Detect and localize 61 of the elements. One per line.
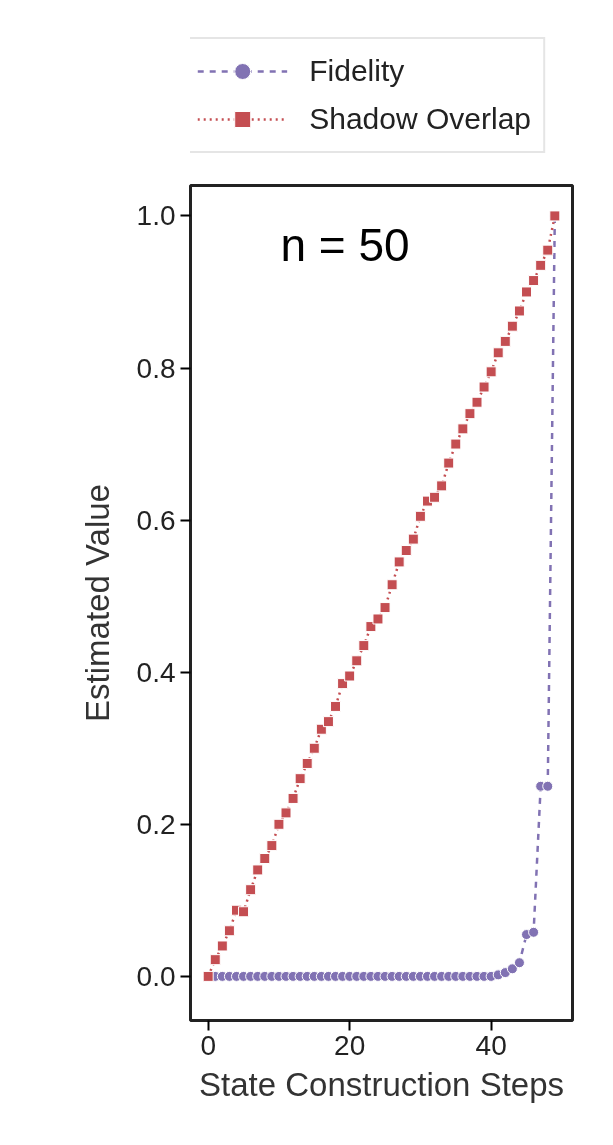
y-tick-label: 0.6: [136, 504, 176, 536]
point: [443, 457, 455, 469]
point: [457, 423, 469, 435]
point: [245, 884, 257, 896]
point: [485, 366, 497, 378]
point: [308, 742, 320, 754]
point: [330, 700, 342, 712]
legend-label: Fidelity: [309, 54, 405, 88]
point: [266, 840, 278, 852]
point: [216, 940, 228, 952]
point: [492, 347, 504, 359]
y-tick-label: 0.8: [136, 352, 176, 384]
point: [499, 335, 511, 347]
point: [513, 305, 525, 317]
point: [238, 906, 250, 918]
point: [322, 716, 334, 728]
point: [252, 864, 264, 876]
x-axis-title: State Construction Steps: [198, 1065, 565, 1103]
point: [528, 275, 540, 287]
point: [372, 613, 384, 625]
y-tick-label: 1.0: [136, 200, 176, 232]
y-tick-label: 0.0: [136, 960, 176, 992]
point: [528, 926, 540, 938]
point: [535, 259, 547, 271]
y-tick-label: 0.2: [136, 808, 176, 840]
point: [351, 655, 363, 667]
x-tick-label: 20: [334, 1029, 366, 1061]
point: [344, 670, 356, 682]
point: [414, 510, 426, 522]
point: [450, 438, 462, 450]
point: [464, 408, 476, 420]
point: [542, 244, 554, 256]
point: [506, 963, 518, 975]
point: [407, 533, 419, 545]
x-tick-label: 0: [200, 1029, 216, 1061]
x-tick-label: 40: [475, 1029, 507, 1061]
point: [429, 491, 441, 503]
point: [273, 818, 285, 830]
point: [542, 780, 554, 792]
point: [280, 807, 292, 819]
annotation: n = 50: [280, 218, 410, 271]
point: [315, 723, 327, 735]
point: [400, 545, 412, 557]
point: [294, 773, 306, 785]
y-tick-label: 0.4: [136, 656, 176, 688]
point: [379, 602, 391, 614]
point: [478, 381, 490, 393]
point: [436, 480, 448, 492]
point: [209, 954, 221, 966]
point: [259, 853, 271, 865]
point: [393, 556, 405, 568]
point: [513, 957, 525, 969]
point: [506, 320, 518, 332]
point: [287, 792, 299, 804]
point: [358, 640, 370, 652]
y-axis-title: Estimated Value: [78, 484, 116, 722]
point: [301, 757, 313, 769]
point: [471, 396, 483, 408]
legend-label: Shadow Overlap: [309, 102, 531, 136]
point: [223, 925, 235, 937]
point: [386, 579, 398, 591]
